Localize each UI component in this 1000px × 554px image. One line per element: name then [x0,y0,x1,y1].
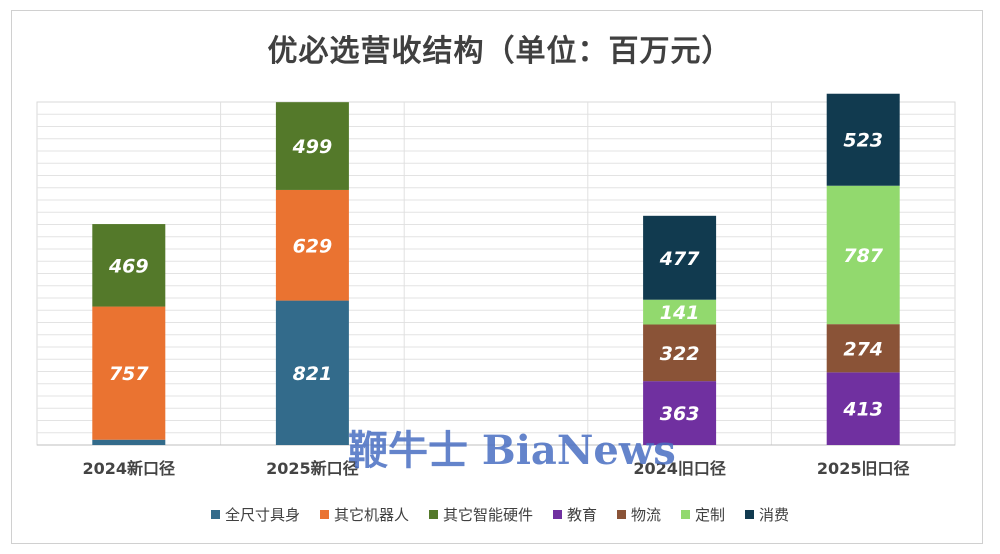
legend-swatch [745,510,755,519]
legend-swatch [428,510,438,519]
legend-item: 全尺寸具身 [210,504,300,525]
bar-segment [826,372,900,445]
data-label: 274 [843,338,883,360]
legend-label: 全尺寸具身 [224,506,300,524]
data-label: 787 [843,245,883,267]
bar-segment [643,381,717,445]
data-label: 322 [660,343,700,365]
legend-item: 物流 [617,504,661,525]
chart-bars [92,93,900,445]
legend-item: 消费 [745,504,789,525]
bar-segment [275,102,349,190]
category-labels: 2024新口径 2025新口径 2024旧口径 2025旧口径 [83,459,910,478]
legend-label: 物流 [631,506,662,524]
watermark: 鞭牛士 BiaNews [348,427,676,474]
data-label: 629 [293,235,333,257]
bar-segment [643,215,717,300]
value-labels: 757 469 821 629 499 363 322 141 477 413 274 787 523 [108,130,884,425]
legend-swatch [552,510,562,519]
legend-item: 其它机器人 [319,504,409,525]
data-label: 757 [109,363,149,385]
legend-swatch [319,510,329,519]
chart-legend: 全尺寸具身 其它机器人 其它智能硬件 教育 物流 定制 消费 [0,504,1000,525]
legend-swatch [210,510,220,519]
category-label: 2025旧口径 [817,459,910,478]
legend-item: 教育 [552,504,597,525]
bar-segment [826,185,900,325]
data-label: 141 [660,302,700,324]
data-label: 477 [659,248,700,270]
legend-label: 其它机器人 [333,506,409,524]
bar-segment [275,189,349,301]
category-label: 2024旧口径 [633,459,726,478]
data-label: 523 [843,130,883,152]
data-label: 821 [293,363,333,385]
bar-segment [826,93,900,186]
legend-swatch [681,510,691,519]
chart-title: 优必选营收结构（单位：百万元） [267,34,733,69]
category-label: 2024新口径 [83,459,176,478]
data-label: 363 [660,403,700,425]
legend-label: 其它智能硬件 [442,506,533,524]
bar-segment [643,299,717,325]
data-label: 413 [842,399,883,421]
data-label: 469 [108,255,149,277]
bar-segment [92,306,166,440]
bar-segment [275,300,349,445]
legend-label: 消费 [759,506,790,524]
bar-segment [826,324,900,373]
legend-label: 定制 [695,506,726,524]
category-label: 2025新口径 [266,459,359,478]
legend-swatch [617,510,626,519]
data-label: 499 [292,136,333,158]
legend-item: 定制 [681,504,725,525]
legend-label: 教育 [566,506,597,524]
bar-segment [92,224,166,307]
chart-grid [36,101,956,446]
bar-segment [92,439,166,445]
bar-segment [643,324,717,382]
legend-item: 其它智能硬件 [428,504,533,525]
